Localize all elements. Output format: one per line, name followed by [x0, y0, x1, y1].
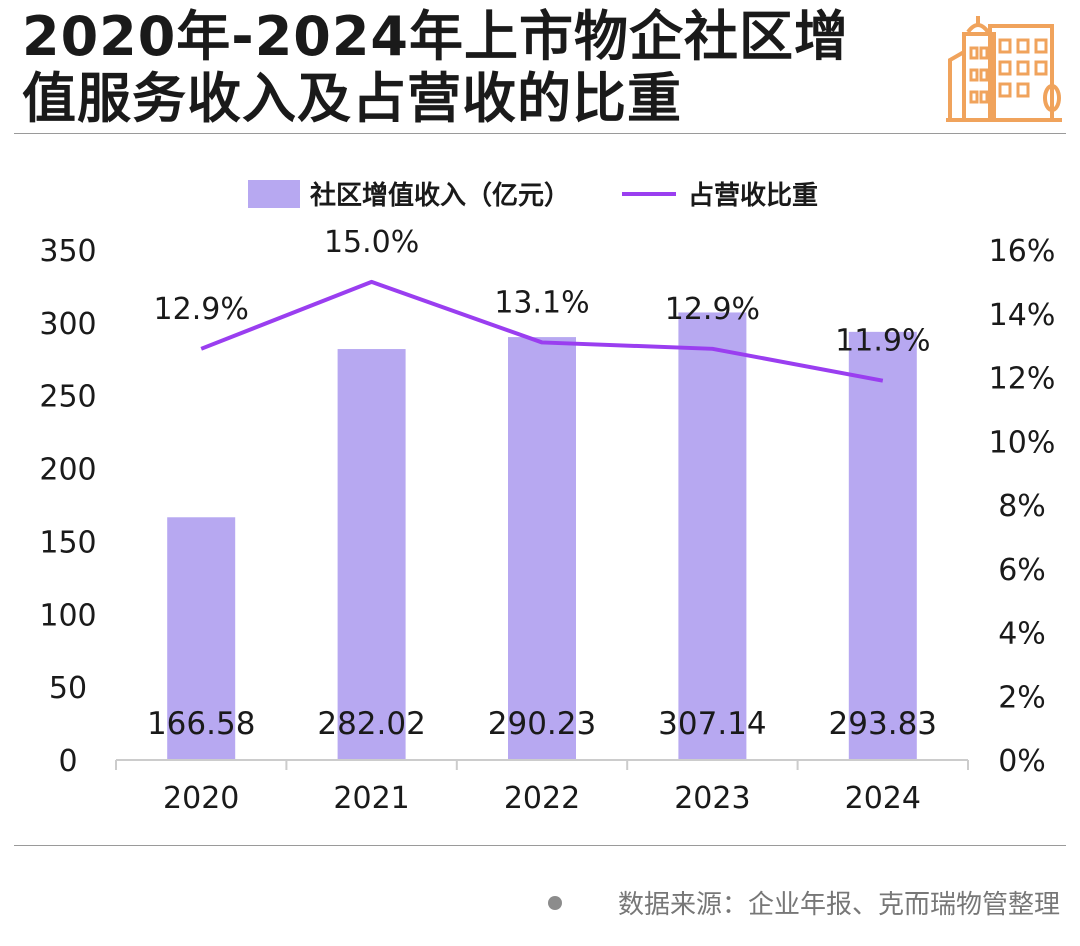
y-left-tick-label: 250	[39, 380, 96, 415]
bar	[678, 312, 746, 760]
bar	[849, 332, 917, 760]
legend-label-bar: 社区增值收入（亿元）	[310, 180, 570, 211]
line-data-label: 12.9%	[154, 292, 249, 327]
chart: 0 50 100 150 200 250 300 350 0% 2% 4% 6% 8% 10% 12% 14%…	[0, 0, 1080, 846]
y-right-tick-label: 12%	[989, 362, 1056, 397]
y-left-tick-label: 200	[39, 453, 96, 488]
legend-label-line: 占营收比重	[688, 181, 818, 211]
bar	[338, 349, 406, 760]
y-right-tick-label: 2%	[998, 680, 1046, 715]
y-left-tick-label: 300	[39, 307, 96, 342]
y-left-tick-label: 0	[58, 744, 77, 779]
x-tick-label: 2021	[333, 781, 409, 816]
line-data-label: 11.9%	[835, 324, 930, 359]
y-left-tick-label: 350	[39, 234, 96, 269]
y-left-tick-label: 100	[39, 598, 96, 633]
line-data-label: 13.1%	[494, 285, 589, 320]
y-left-tick-label: 50	[49, 671, 87, 706]
y-right-tick-label: 6%	[998, 553, 1046, 588]
source-note: 数据来源：企业年报、克而瑞物管整理	[548, 884, 1060, 921]
x-tick-label: 2024	[845, 781, 921, 816]
line-data-label: 15.0%	[324, 225, 419, 260]
line-data-label: 12.9%	[665, 292, 760, 327]
bar-data-label: 282.02	[317, 706, 425, 742]
y-right-tick-label: 0%	[998, 744, 1046, 779]
legend-swatch-bar	[248, 180, 300, 208]
y-right-tick-label: 4%	[998, 617, 1046, 652]
bar	[508, 337, 576, 760]
y-right-tick-label: 10%	[989, 425, 1056, 460]
x-tick-label: 2020	[163, 781, 239, 816]
y-left-tick-label: 150	[39, 525, 96, 560]
bar-data-label: 290.23	[488, 706, 596, 742]
bar-data-label: 166.58	[147, 706, 255, 742]
x-tick-label: 2023	[674, 781, 750, 816]
x-tick-label: 2022	[504, 781, 580, 816]
source-text: 数据来源：企业年报、克而瑞物管整理	[618, 884, 1060, 921]
y-right-tick-label: 14%	[989, 298, 1056, 333]
y-right-tick-label: 16%	[989, 234, 1056, 269]
bar-data-label: 293.83	[829, 706, 937, 742]
bullet-dot-icon	[548, 896, 562, 910]
footer-divider	[14, 845, 1066, 846]
y-right-tick-label: 8%	[998, 489, 1046, 524]
bar-data-label: 307.14	[658, 706, 766, 742]
